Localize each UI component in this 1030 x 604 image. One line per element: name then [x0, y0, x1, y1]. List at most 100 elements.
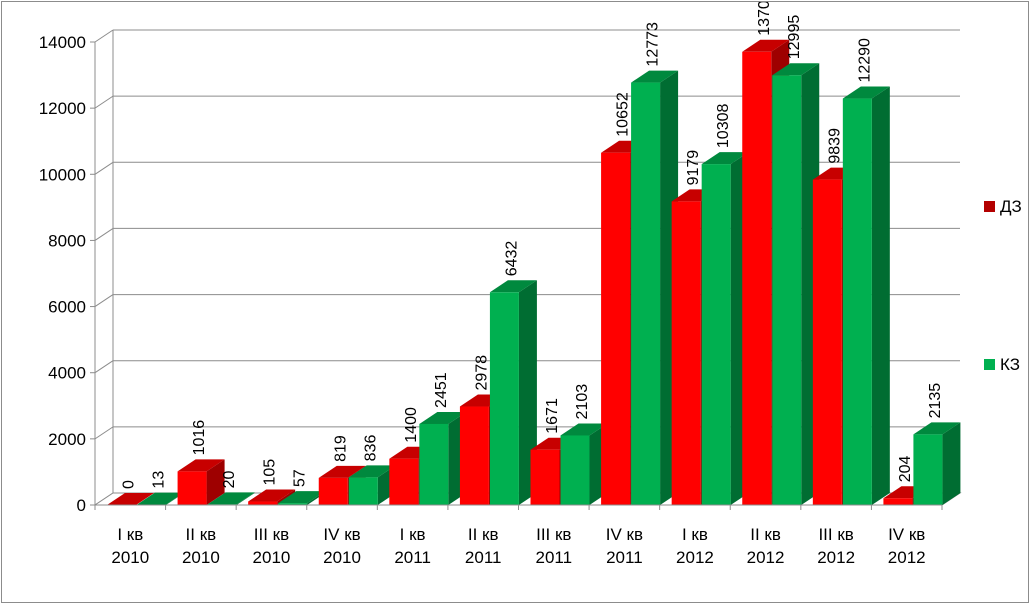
- legend-label: ДЗ: [1000, 197, 1022, 216]
- bar-side: [206, 459, 225, 505]
- data-label-kz: 20: [221, 470, 238, 488]
- data-label-kz: 12995: [786, 15, 803, 60]
- bar-top: [348, 465, 396, 478]
- legend-swatch: [984, 201, 995, 212]
- y-tick-label: 14000: [39, 33, 86, 52]
- x-tick-label: 2010: [182, 548, 220, 567]
- y-axis: 0 2000 4000 6000 8000 10000 12000 14000: [39, 33, 96, 515]
- bar-top: [742, 39, 790, 52]
- data-label-kz: 2103: [574, 384, 591, 420]
- bar-top: [913, 422, 961, 435]
- bar-front: [530, 449, 560, 505]
- x-tick-label: I кв: [117, 525, 143, 544]
- x-tick-label: IV кв: [323, 525, 360, 544]
- x-tick-label: 2010: [111, 548, 149, 567]
- bar-front: [489, 292, 519, 505]
- data-label-dz: 1671: [544, 398, 561, 434]
- bar-top: [177, 459, 225, 472]
- bar-kz: [560, 423, 608, 505]
- data-label-kz: 12773: [645, 22, 662, 67]
- gridline-side: [94, 161, 114, 175]
- bar-kz: [772, 63, 820, 505]
- bar-kz: [419, 411, 467, 505]
- bar-top: [489, 280, 537, 293]
- bar-side: [236, 492, 255, 505]
- gridline-side: [94, 228, 114, 241]
- data-label-dz: 1400: [403, 407, 420, 443]
- x-tick-label: III кв: [254, 525, 289, 544]
- x-tick-label: 2010: [323, 548, 361, 567]
- data-label-kz: 13: [151, 471, 168, 489]
- bar-front: [601, 152, 631, 505]
- bar-dz: [107, 493, 154, 505]
- bar-front: [318, 477, 348, 505]
- gridline-side: [94, 294, 114, 307]
- y-tick-label: 12000: [39, 99, 86, 118]
- bar-kz: [701, 152, 749, 505]
- x-axis: I кв 2010 II кв 2010 III кв 2010 IV кв 2010 I кв…: [94, 504, 943, 567]
- bar-front: [883, 498, 913, 505]
- gridline-side: [94, 29, 114, 43]
- bar-front: [701, 164, 731, 505]
- x-tick-label: II кв: [468, 525, 499, 544]
- bar-front: [671, 201, 701, 505]
- bar-top: [772, 63, 820, 76]
- bar-front: [419, 423, 449, 505]
- bar-top: [318, 465, 366, 478]
- bar-front: [459, 406, 489, 505]
- bar-front: [913, 434, 943, 505]
- data-labels: 0 13 1016 20 105 57 819 836 1400 2451 2978 6432 1671…: [121, 2, 944, 489]
- x-tick-label: 2011: [536, 548, 573, 567]
- bar-front: [348, 477, 378, 505]
- data-label-dz: 2978: [473, 355, 490, 391]
- legend-label: КЗ: [1000, 355, 1020, 374]
- gridline-side: [94, 426, 114, 440]
- y-tick-label: 0: [77, 496, 86, 515]
- data-label-dz: 0: [121, 480, 138, 489]
- bar-top: [278, 491, 326, 504]
- bar-kz: [913, 422, 961, 505]
- bar-front: [631, 82, 661, 505]
- x-tick-label: 2012: [747, 548, 785, 567]
- bar-kz: [489, 280, 537, 505]
- x-tick-label: IV кв: [606, 525, 643, 544]
- data-label-dz: 13704: [756, 2, 773, 36]
- x-tick-label: 2010: [253, 548, 291, 567]
- bar-front: [278, 503, 308, 505]
- x-tick-label: III кв: [536, 525, 571, 544]
- x-tick-label: II кв: [186, 525, 217, 544]
- bar-top: [207, 492, 255, 505]
- y-tick-label: 10000: [39, 165, 86, 184]
- bar-top: [701, 152, 749, 165]
- bar-front: [389, 458, 419, 505]
- data-label-dz: 204: [897, 455, 914, 482]
- bar-front: [248, 501, 278, 505]
- bar-kz: [842, 86, 890, 506]
- gridline-side: [94, 360, 114, 374]
- x-tick-label: 2011: [394, 548, 431, 567]
- x-tick-label: IV кв: [888, 525, 925, 544]
- x-tick-label: I кв: [682, 525, 708, 544]
- bar-top: [107, 493, 154, 505]
- y-tick-label: 2000: [48, 430, 86, 449]
- bar-side: [871, 86, 890, 506]
- x-tick-label: 2011: [606, 548, 643, 567]
- y-tick-label: 6000: [48, 298, 86, 317]
- bar-top: [419, 411, 467, 424]
- bar-front: [742, 51, 772, 505]
- bar-top: [248, 489, 296, 502]
- data-label-kz: 57: [292, 469, 309, 487]
- legend: ДЗ КЗ: [984, 197, 1022, 374]
- bar-front: [812, 179, 842, 505]
- data-label-kz: 12290: [856, 38, 873, 83]
- data-label-dz: 105: [262, 459, 279, 486]
- bar-front: [842, 98, 872, 506]
- y-tick-label: 8000: [48, 231, 86, 250]
- x-tick-label: 2012: [817, 548, 855, 567]
- x-tick-label: II кв: [750, 525, 781, 544]
- bar-top: [631, 70, 679, 83]
- bar-front: [560, 435, 590, 505]
- data-label-kz: 836: [362, 435, 379, 462]
